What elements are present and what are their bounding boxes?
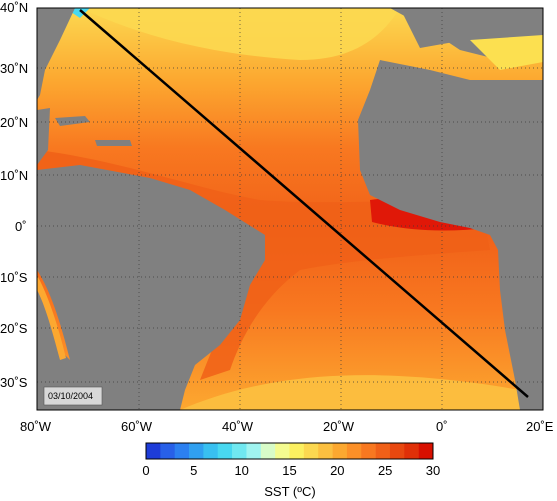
colorbar-cell xyxy=(189,443,204,459)
lon-label-20e: 20˚E xyxy=(526,419,554,434)
lon-label-60w: 60˚W xyxy=(121,419,153,434)
colorbar-cell xyxy=(275,443,290,459)
colorbar-cell xyxy=(375,443,391,459)
longitude-labels: 80˚W 60˚W 40˚W 20˚W 0˚ 20˚E xyxy=(20,419,554,434)
colorbar-cell xyxy=(146,443,161,459)
colorbar-tick-10: 10 xyxy=(234,463,248,478)
lon-label-40w: 40˚W xyxy=(222,419,254,434)
mediterranean xyxy=(470,35,543,70)
latitude-labels: 40˚N 30˚N 20˚N 10˚N 0˚ 10˚S 20˚S 30˚S xyxy=(0,0,28,390)
lat-label-20n: 20˚N xyxy=(0,115,28,130)
colorbar-cells xyxy=(146,443,434,459)
colorbar-cell xyxy=(303,443,319,459)
lat-label-40n: 40˚N xyxy=(0,0,28,15)
colorbar-cell xyxy=(217,443,233,459)
lat-label-10s: 10˚S xyxy=(0,270,28,285)
date-stamp: 03/10/2004 xyxy=(48,391,93,401)
north-cool-waters xyxy=(80,8,400,60)
colorbar-cell xyxy=(418,443,434,459)
colorbar: 0 5 10 15 20 25 30 SST (ºC) xyxy=(142,442,440,499)
colorbar-cell xyxy=(318,443,333,459)
colorbar-cell xyxy=(346,443,362,459)
lon-label-80w: 80˚W xyxy=(20,419,52,434)
land-central-america xyxy=(37,108,50,165)
land-iberia xyxy=(400,8,470,48)
lat-label-10n: 10˚N xyxy=(0,168,28,183)
map-panel: 03/10/2004 xyxy=(37,8,543,410)
colorbar-cell xyxy=(232,443,247,459)
colorbar-cell xyxy=(246,443,262,459)
south-america-west-coast-waters xyxy=(37,275,66,360)
transect-line xyxy=(79,9,529,398)
graticule xyxy=(37,8,543,410)
colorbar-cell xyxy=(389,443,405,459)
colorbar-tick-15: 15 xyxy=(282,463,296,478)
colorbar-tick-20: 20 xyxy=(330,463,344,478)
lon-label-0: 0˚ xyxy=(436,419,448,434)
colorbar-title: SST (ºC) xyxy=(264,484,315,499)
lon-label-20w: 20˚W xyxy=(323,419,355,434)
lat-label-20s: 20˚S xyxy=(0,321,28,336)
colorbar-frame xyxy=(145,442,434,460)
map-frame xyxy=(36,7,544,411)
colorbar-tick-5: 5 xyxy=(190,463,197,478)
colorbar-tick-30: 30 xyxy=(426,463,440,478)
date-stamp-box xyxy=(43,386,103,406)
south-cool-waters xyxy=(180,375,543,410)
lat-label-30n: 30˚N xyxy=(0,61,28,76)
colorbar-cell xyxy=(332,443,348,459)
lat-label-0: 0˚ xyxy=(15,219,27,234)
land-north-america xyxy=(37,8,75,100)
land-caribbean xyxy=(55,116,132,146)
colorbar-cell xyxy=(404,443,419,459)
colorbar-cell xyxy=(361,443,376,459)
colorbar-cell xyxy=(203,443,219,459)
colorbar-cell xyxy=(260,443,276,459)
colorbar-cell xyxy=(160,443,175,459)
colorbar-tick-25: 25 xyxy=(378,463,392,478)
colorbar-cell xyxy=(289,443,305,459)
colorbar-cell xyxy=(174,443,190,459)
colorbar-tick-0: 0 xyxy=(142,463,149,478)
lat-label-30s: 30˚S xyxy=(0,375,28,390)
land-africa xyxy=(358,60,543,410)
